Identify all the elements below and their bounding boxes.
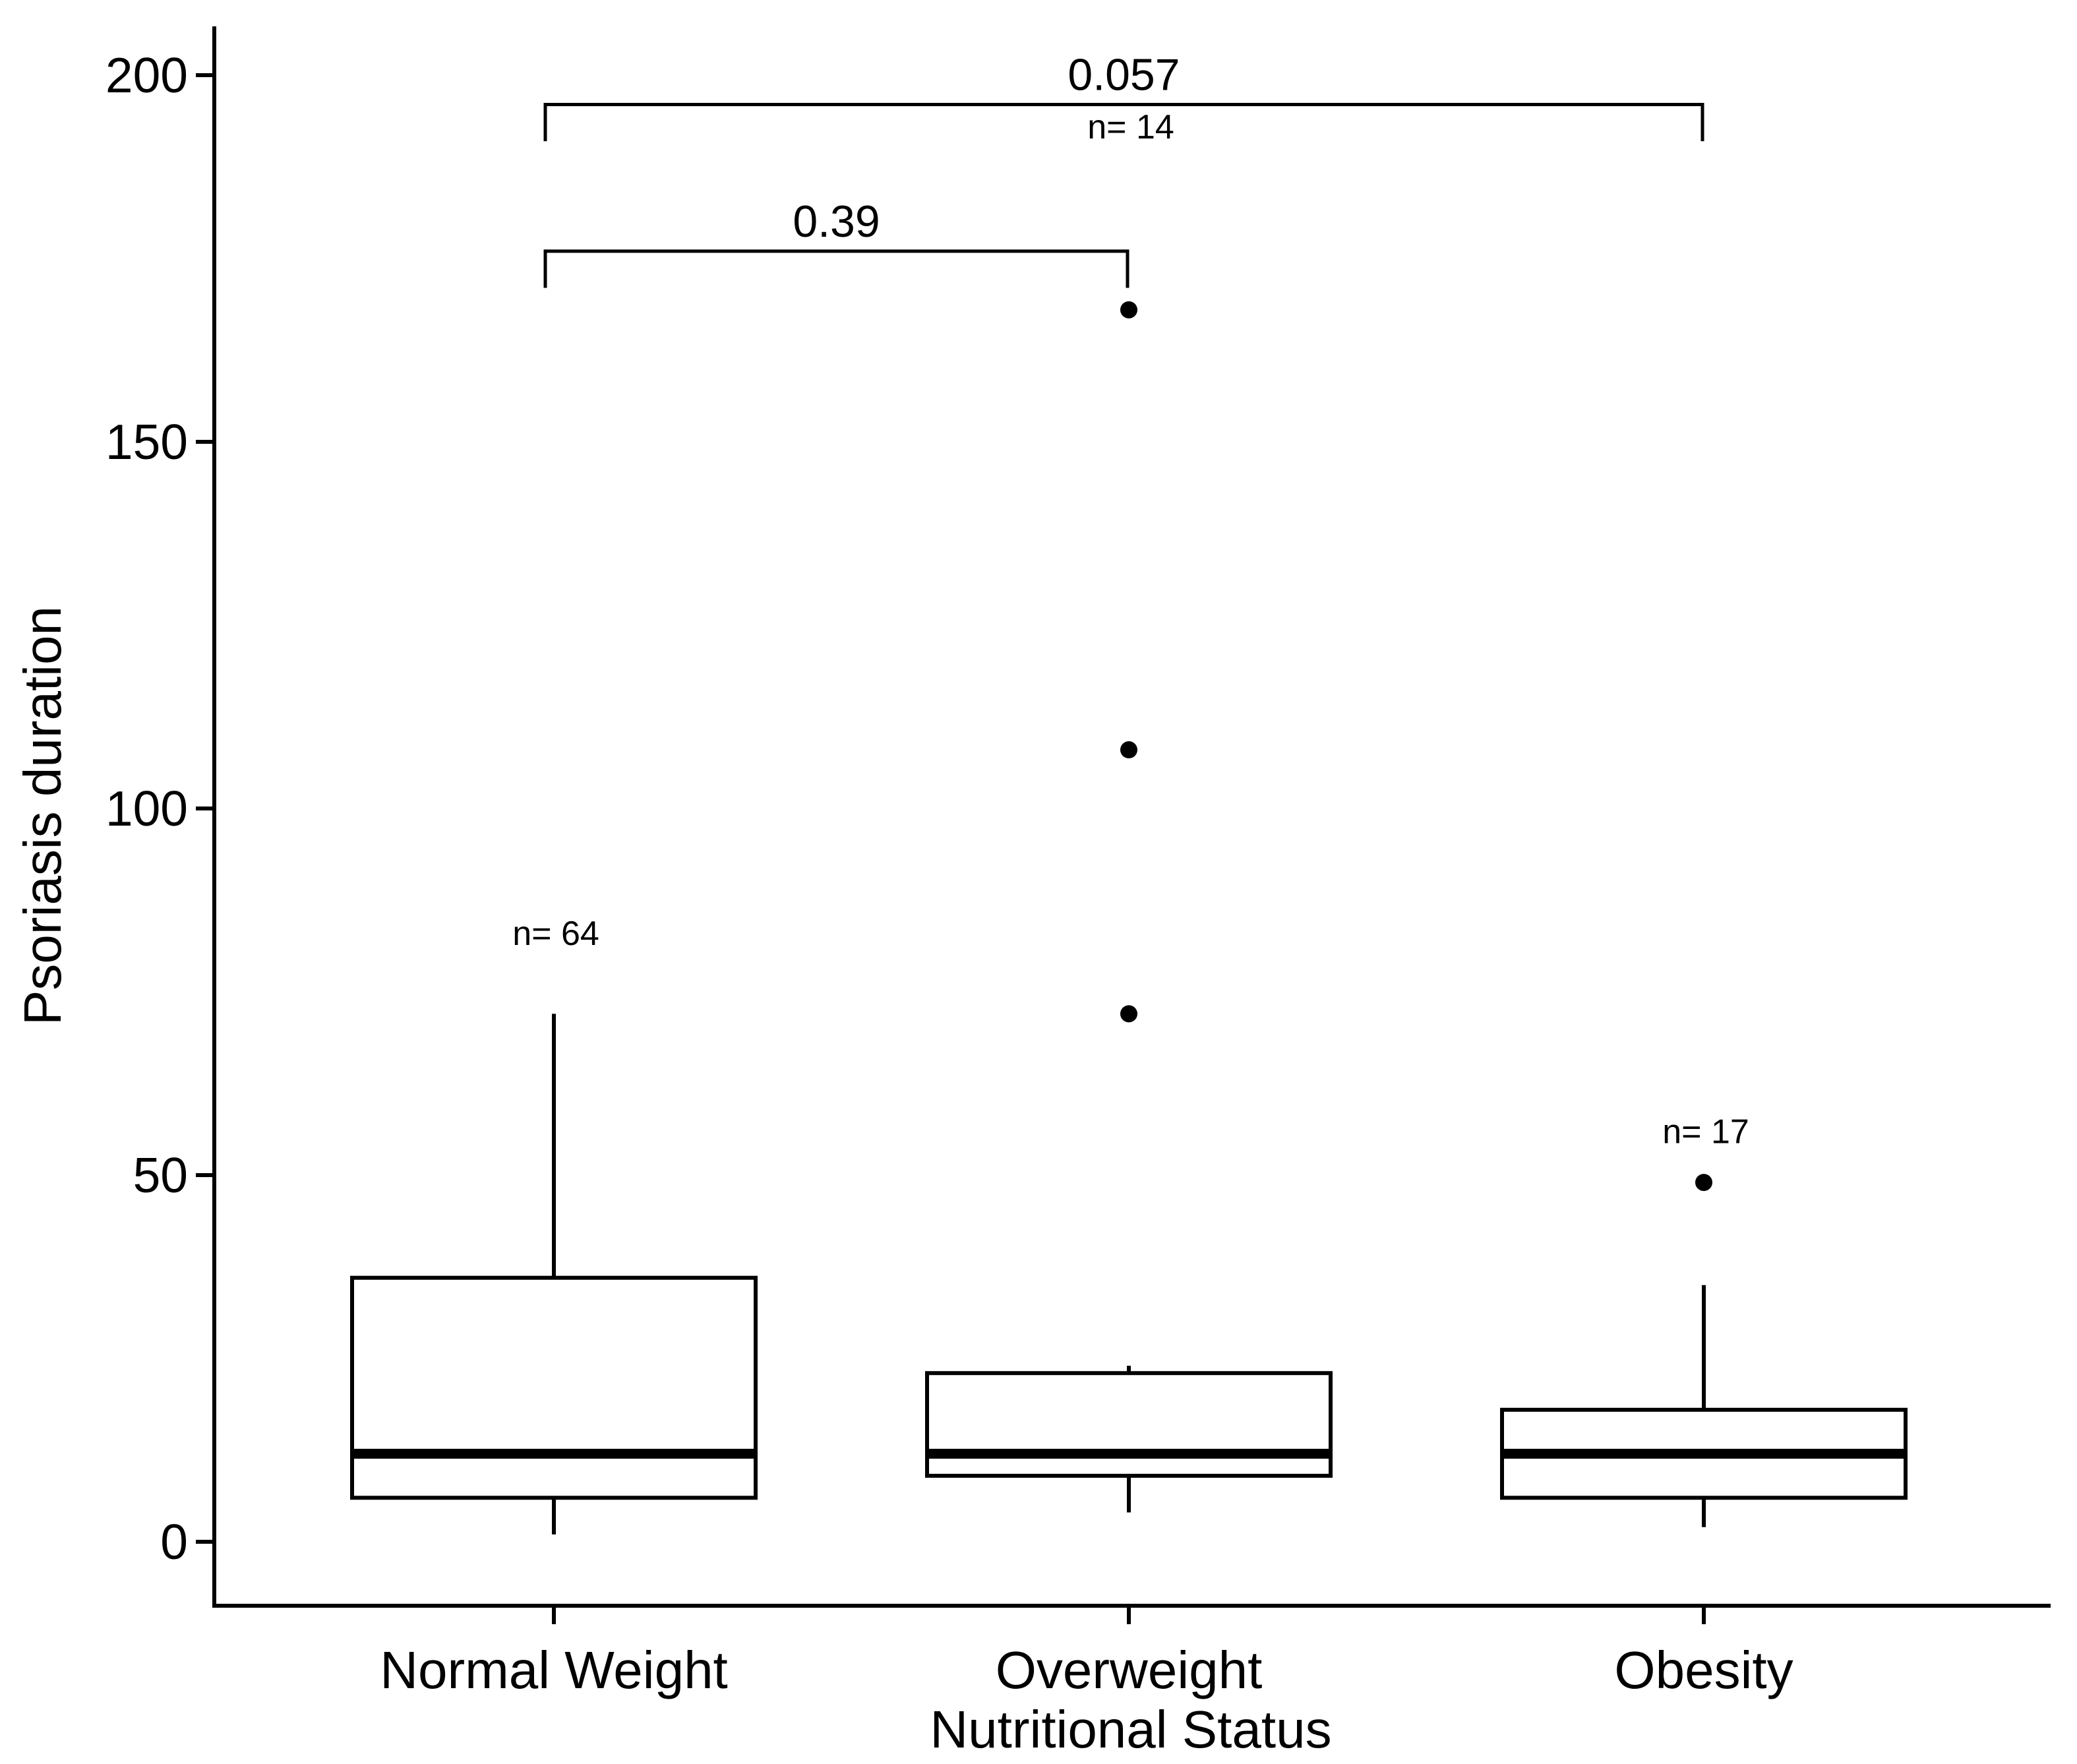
x-axis-title: Nutritional Status: [930, 1700, 1331, 1759]
significance-bracket-0-057: 0.057: [543, 49, 1704, 142]
iqr-box: [925, 1371, 1333, 1478]
y-tick-label: 200: [105, 47, 188, 103]
boxplot-obesity: n= 17: [1500, 1112, 1908, 1527]
x-tick-label: Normal Weight: [380, 1641, 728, 1699]
boxplot-normal-weight: n= 64: [350, 915, 758, 1535]
p-value-label: 0.39: [793, 197, 880, 247]
sample-size-label: n= 14: [1087, 108, 1174, 146]
outlier-point: [1120, 741, 1137, 759]
x-tick-label: Overweight: [996, 1641, 1263, 1699]
outlier-point: [1120, 301, 1137, 319]
y-axis-title: Psoriasis duration: [13, 606, 72, 1025]
boxplot-overweight: n= 14: [925, 108, 1333, 1513]
bracket-line: [543, 102, 1704, 142]
y-tick-label: 50: [133, 1147, 188, 1203]
outlier-point: [1695, 1174, 1712, 1192]
significance-bracket-0-39: 0.39: [543, 197, 1129, 288]
sample-size-label: n= 17: [1662, 1112, 1749, 1151]
iqr-box: [350, 1275, 758, 1500]
outlier-point: [1120, 1005, 1137, 1023]
y-tick-label: 0: [160, 1514, 188, 1569]
axes: 0 50 100 150 200 Normal Weight Overweight Obesi…: [13, 26, 2051, 1759]
x-tick-label: Obesity: [1614, 1641, 1793, 1699]
bracket-line: [543, 249, 1129, 288]
sample-size-label: n= 64: [512, 915, 599, 953]
y-tick-label: 100: [105, 781, 188, 836]
p-value-label: 0.057: [1068, 49, 1180, 100]
y-tick-label: 150: [105, 414, 188, 470]
